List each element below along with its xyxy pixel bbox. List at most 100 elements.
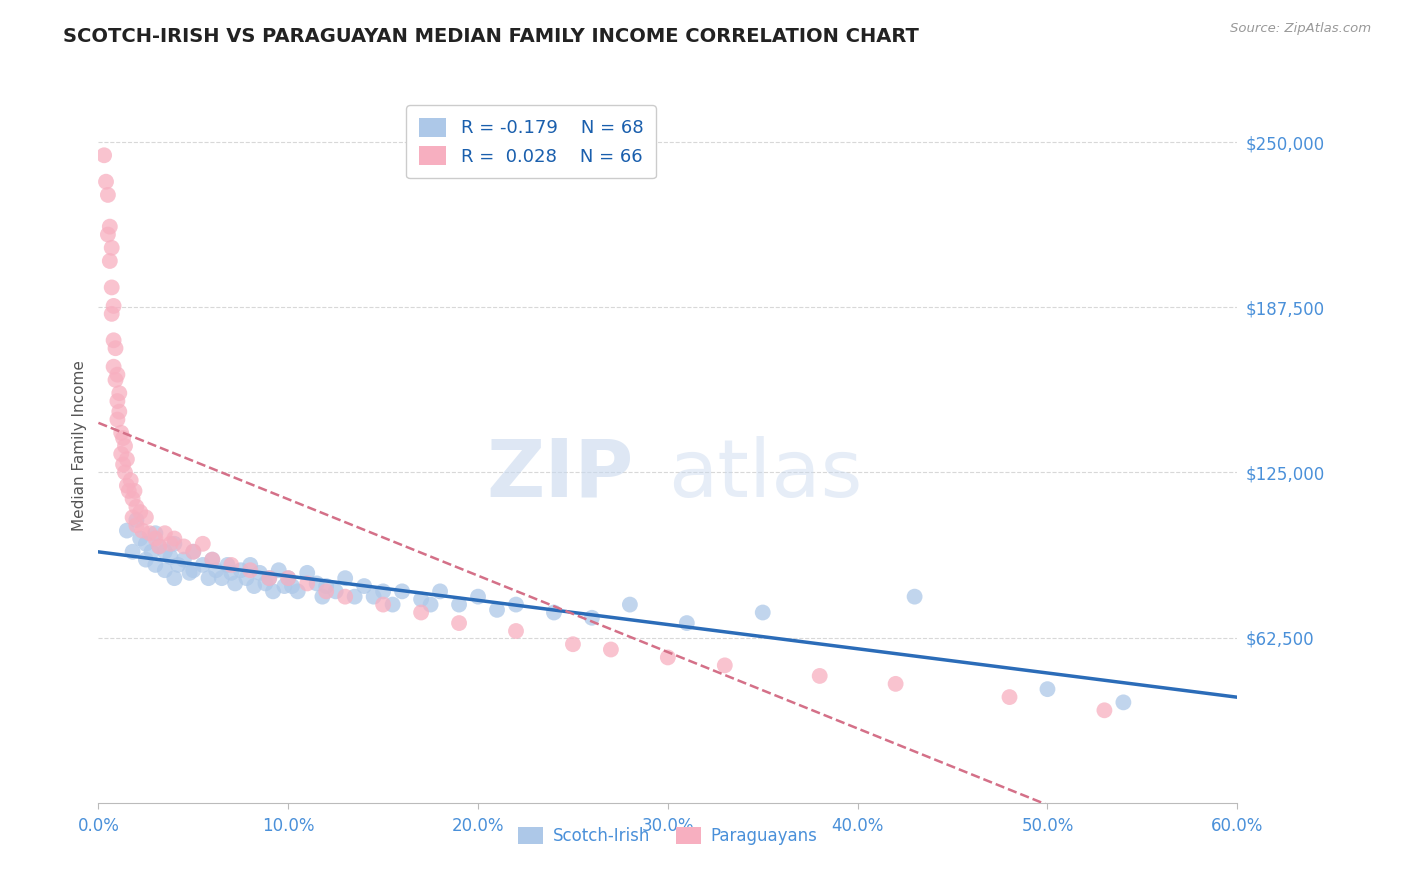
Point	[103, 333, 125, 347]
Point	[114, 466, 136, 480]
Point	[125, 518, 148, 533]
Point	[287, 584, 309, 599]
Point	[121, 510, 143, 524]
Point	[201, 552, 224, 566]
Point	[429, 584, 451, 599]
Point	[254, 576, 277, 591]
Point	[107, 368, 129, 382]
Point	[1036, 682, 1059, 697]
Point	[97, 188, 120, 202]
Point	[135, 552, 157, 566]
Point	[419, 598, 441, 612]
Text: Source: ZipAtlas.com: Source: ZipAtlas.com	[1230, 22, 1371, 36]
Point	[1112, 695, 1135, 709]
Y-axis label: Median Family Income: Median Family Income	[72, 360, 87, 532]
Point	[191, 537, 214, 551]
Point	[353, 579, 375, 593]
Point	[131, 524, 153, 538]
Point	[239, 563, 262, 577]
Point	[94, 175, 117, 189]
Point	[138, 526, 160, 541]
Point	[543, 606, 565, 620]
Point	[297, 566, 319, 580]
Point	[277, 571, 299, 585]
Point	[163, 532, 186, 546]
Point	[391, 584, 413, 599]
Point	[97, 227, 120, 242]
Point	[129, 505, 152, 519]
Point	[103, 359, 125, 374]
Point	[281, 579, 304, 593]
Point	[183, 545, 205, 559]
Point	[249, 566, 271, 580]
Point	[224, 576, 246, 591]
Point	[145, 526, 167, 541]
Point	[449, 616, 471, 631]
Point	[335, 590, 357, 604]
Point	[110, 425, 132, 440]
Point	[235, 571, 257, 585]
Point	[183, 545, 205, 559]
Point	[229, 563, 252, 577]
Point	[305, 576, 328, 591]
Point	[163, 537, 186, 551]
Point	[221, 558, 243, 572]
Point	[1094, 703, 1116, 717]
Point	[98, 254, 121, 268]
Point	[273, 579, 295, 593]
Point	[173, 552, 195, 566]
Legend: Scotch-Irish, Paraguayans: Scotch-Irish, Paraguayans	[512, 820, 824, 852]
Point	[98, 219, 121, 234]
Point	[121, 491, 143, 506]
Point	[153, 545, 176, 559]
Point	[884, 677, 907, 691]
Point	[562, 637, 585, 651]
Point	[411, 606, 433, 620]
Point	[904, 590, 927, 604]
Point	[676, 616, 699, 631]
Point	[808, 669, 831, 683]
Point	[118, 483, 141, 498]
Point	[243, 579, 266, 593]
Point	[93, 148, 115, 162]
Point	[657, 650, 679, 665]
Point	[381, 598, 404, 612]
Point	[103, 299, 125, 313]
Point	[191, 558, 214, 572]
Text: SCOTCH-IRISH VS PARAGUAYAN MEDIAN FAMILY INCOME CORRELATION CHART: SCOTCH-IRISH VS PARAGUAYAN MEDIAN FAMILY…	[63, 27, 920, 45]
Point	[259, 571, 281, 585]
Point	[104, 373, 127, 387]
Point	[371, 598, 394, 612]
Point	[998, 690, 1021, 704]
Point	[129, 532, 152, 546]
Point	[112, 431, 135, 445]
Point	[600, 642, 623, 657]
Point	[112, 458, 135, 472]
Point	[163, 571, 186, 585]
Point	[148, 540, 170, 554]
Point	[107, 412, 129, 426]
Point	[363, 590, 385, 604]
Point	[315, 579, 337, 593]
Point	[107, 394, 129, 409]
Point	[239, 558, 262, 572]
Point	[148, 540, 170, 554]
Point	[125, 500, 148, 514]
Point	[167, 558, 190, 572]
Point	[505, 624, 527, 638]
Point	[100, 241, 122, 255]
Point	[108, 404, 131, 418]
Point	[311, 590, 333, 604]
Point	[115, 478, 138, 492]
Point	[221, 566, 243, 580]
Point	[100, 280, 122, 294]
Point	[110, 447, 132, 461]
Point	[179, 566, 201, 580]
Point	[211, 571, 233, 585]
Point	[197, 571, 219, 585]
Point	[714, 658, 737, 673]
Text: atlas: atlas	[668, 435, 862, 514]
Point	[201, 552, 224, 566]
Point	[120, 474, 142, 488]
Point	[141, 545, 163, 559]
